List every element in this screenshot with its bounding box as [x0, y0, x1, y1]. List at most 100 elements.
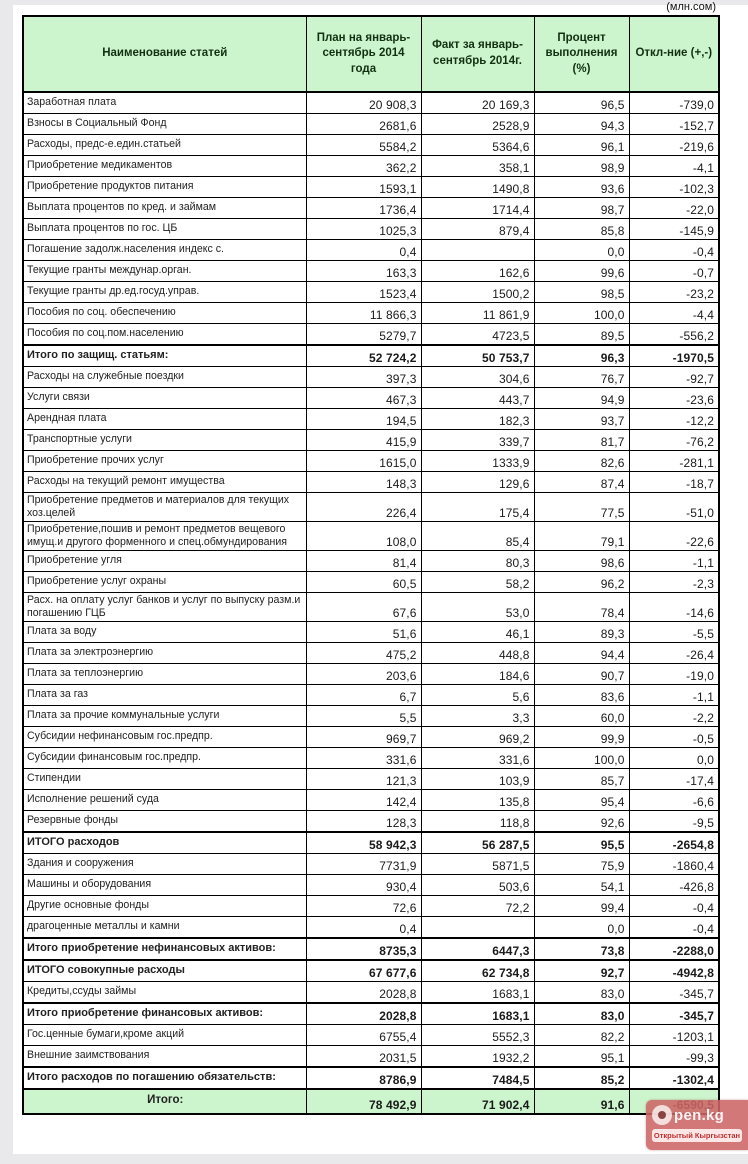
cell-fact: [420, 916, 535, 939]
cell-percent: 77,5: [533, 492, 630, 522]
cell-percent: 82,6: [533, 450, 630, 472]
cell-percent: 94,4: [533, 642, 630, 664]
cell-fact: 5,6: [420, 684, 535, 706]
table-row: Плата за электроэнергию 475,2 448,8 94,4 -26…: [22, 642, 720, 664]
table-row: ИТОГО расходов 58 942,3 56 287,5 95,5 -2654,…: [22, 831, 720, 854]
table-row: Субсидии финансовым гос.предпр. 331,6 331,…: [22, 747, 720, 769]
cell-deviation: -345,7: [628, 1002, 720, 1025]
cell-deviation: -22,0: [628, 197, 720, 219]
cell-percent: 96,5: [533, 91, 630, 114]
cell-name: Гос.ценные бумаги,кроме акций: [22, 1024, 307, 1046]
cell-fact: 182,3: [420, 408, 535, 430]
cell-plan: 58 942,3: [305, 831, 422, 854]
cell-fact: 1714,4: [420, 197, 535, 219]
cell-percent: 92,7: [533, 959, 630, 982]
cell-deviation: -281,1: [628, 450, 720, 472]
cell-deviation: -4,4: [628, 302, 720, 324]
cell-fact: 358,1: [420, 155, 535, 177]
table-row: Приобретение услуг охраны 60,5 58,2 96,2 -2,…: [22, 571, 720, 593]
table-row: Расходы на служебные поездки 397,3 304,6 76…: [22, 366, 720, 388]
cell-percent: 99,9: [533, 726, 630, 748]
cell-name: Итого расходов по погашению обязательств…: [22, 1066, 307, 1090]
cell-name: Итого приобретение финансовых активов:: [22, 1002, 307, 1025]
cell-deviation: -0,7: [628, 260, 720, 282]
table-row: Плата за воду 51,6 46,1 89,3 -5,5: [22, 621, 720, 643]
cell-percent: 98,7: [533, 197, 630, 219]
table-header: Наименование статей План на январь-сентя…: [22, 15, 720, 93]
cell-percent: 83,6: [533, 684, 630, 706]
cell-name: Взносы в Социальный Фонд: [22, 113, 307, 135]
cell-percent: 79,1: [533, 521, 630, 551]
cell-fact: 72,2: [420, 895, 535, 917]
cell-percent: 99,4: [533, 895, 630, 917]
cell-fact: 339,7: [420, 429, 535, 451]
cell-name: Здания и сооружения: [22, 853, 307, 875]
cell-percent: 60,0: [533, 705, 630, 727]
table-row: Приобретение предметов и материалов для …: [22, 492, 720, 522]
cell-deviation: -6,6: [628, 789, 720, 811]
table-row: Заработная плата 20 908,3 20 169,3 96,5 -739…: [22, 91, 720, 114]
cell-plan: 20 908,3: [305, 91, 422, 114]
cell-deviation: -22,6: [628, 521, 720, 551]
cell-deviation: -2288,0: [628, 937, 720, 961]
cell-deviation: -26,4: [628, 642, 720, 664]
cell-fact: 5364,6: [420, 134, 535, 156]
cell-deviation: -0,4: [628, 916, 720, 939]
cell-percent: 85,8: [533, 218, 630, 240]
table-row: Итого приобретение нефинансовых активов:…: [22, 937, 720, 961]
cell-fact: 162,6: [420, 260, 535, 282]
table-row: Стипендии 121,3 103,9 85,7 -17,4: [22, 768, 720, 790]
cell-deviation: -1970,5: [628, 344, 720, 367]
table-row: Транспортные услуги 415,9 339,7 81,7 -76,2: [22, 429, 720, 451]
cell-deviation: -426,8: [628, 874, 720, 896]
cell-plan: 5279,7: [305, 323, 422, 346]
cell-fact: 3,3: [420, 705, 535, 727]
cell-plan: 6,7: [305, 684, 422, 706]
cell-deviation: -23,6: [628, 387, 720, 409]
cell-percent: 54,1: [533, 874, 630, 896]
cell-deviation: -1302,4: [628, 1066, 720, 1090]
cell-deviation: -1203,1: [628, 1024, 720, 1046]
cell-fact: 1490,8: [420, 176, 535, 198]
cell-plan: 72,6: [305, 895, 422, 917]
cell-deviation: -18,7: [628, 471, 720, 493]
cell-percent: 0,0: [533, 239, 630, 261]
cell-deviation: -2,3: [628, 571, 720, 593]
cell-plan: 78 492,9: [305, 1088, 422, 1115]
cell-percent: 76,7: [533, 366, 630, 388]
cell-percent: 75,9: [533, 853, 630, 875]
table-row: Приобретение,пошив и ремонт предметов ве…: [22, 521, 720, 551]
cell-percent: 98,6: [533, 550, 630, 572]
cell-percent: 89,5: [533, 323, 630, 346]
cell-name: Внешние заимствования: [22, 1045, 307, 1068]
cell-percent: 100,0: [533, 747, 630, 769]
cell-percent: 92,6: [533, 810, 630, 833]
cell-plan: 67 677,6: [305, 959, 422, 982]
cell-fact: 331,6: [420, 747, 535, 769]
cell-plan: 0,4: [305, 916, 422, 939]
cell-name: Транспортные услуги: [22, 429, 307, 451]
cell-fact: 85,4: [420, 521, 535, 551]
table-row: Субсидии нефинансовым гос.предпр. 969,7 96…: [22, 726, 720, 748]
table-row: Гос.ценные бумаги,кроме акций 6755,4 5552,…: [22, 1024, 720, 1046]
cell-plan: 969,7: [305, 726, 422, 748]
table-row: Внешние заимствования 2031,5 1932,2 95,1 -99…: [22, 1045, 720, 1068]
cell-name: Расходы на текущий ремонт имущества: [22, 471, 307, 493]
cell-plan: 397,3: [305, 366, 422, 388]
cell-name: драгоценные металлы и камни: [22, 916, 307, 939]
cell-plan: 8735,3: [305, 937, 422, 961]
table-row: Расх. на оплату услуг банков и услуг по …: [22, 592, 720, 622]
cell-name: Текущие гранты др.ед.госуд.управ.: [22, 281, 307, 303]
table-row: Услуги связи 467,3 443,7 94,9 -23,6: [22, 387, 720, 409]
cell-plan: 67,6: [305, 592, 422, 622]
openkg-logo-icon: [652, 1105, 672, 1125]
cell-name: Выплата процентов по гос. ЦБ: [22, 218, 307, 240]
cell-name: Субсидии нефинансовым гос.предпр.: [22, 726, 307, 748]
cell-name: ИТОГО совокупные расходы: [22, 959, 307, 982]
cell-percent: 83,0: [533, 1002, 630, 1025]
table-row: Приобретение медикаментов 362,2 358,1 98,9-…: [22, 155, 720, 177]
cell-fact: 53,0: [420, 592, 535, 622]
cell-plan: 362,2: [305, 155, 422, 177]
cell-percent: 85,7: [533, 768, 630, 790]
cell-percent: 96,2: [533, 571, 630, 593]
